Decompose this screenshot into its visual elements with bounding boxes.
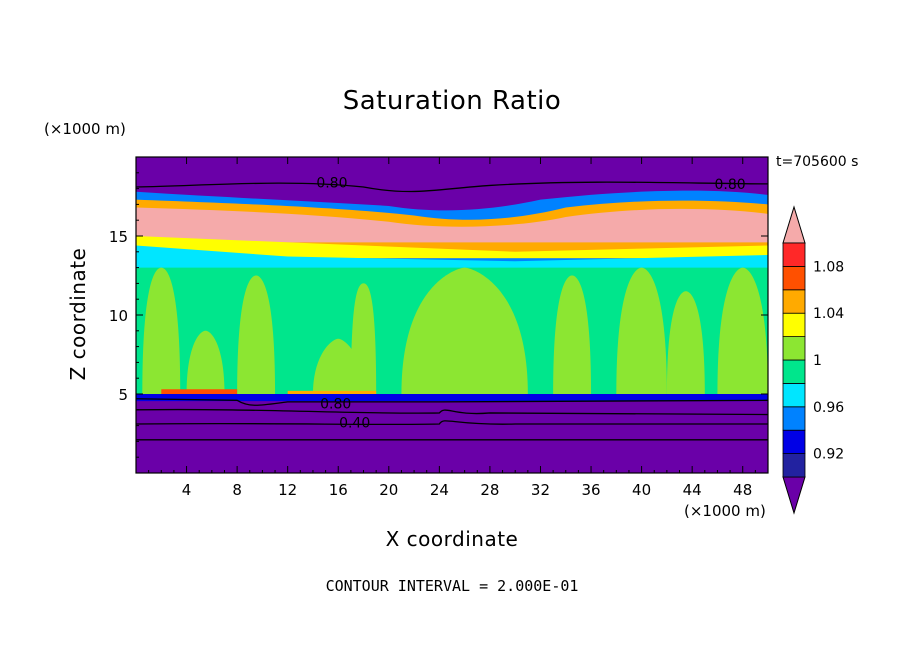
colorbar-swatch xyxy=(782,289,806,314)
contour-field xyxy=(136,157,768,473)
y-tick-label: 15 xyxy=(109,228,128,246)
band-plume xyxy=(312,338,364,394)
colorbar-tick-label: 0.92 xyxy=(813,447,844,463)
band-upper-layer-supersaturated xyxy=(136,207,768,243)
x-axis-label: X coordinate xyxy=(385,527,519,551)
band-lower-edge-red xyxy=(161,389,238,394)
contour-line-040 xyxy=(136,420,768,426)
y-axis-ticks: 5 10 15 xyxy=(109,172,768,458)
plot-frame xyxy=(135,156,769,474)
contour-line-080-upper xyxy=(136,181,768,193)
contour-label: 0.80 xyxy=(316,175,347,191)
x-tick-label: 36 xyxy=(581,481,600,499)
band-plume xyxy=(186,330,225,394)
x-tick-label: 16 xyxy=(329,481,348,499)
band-plume xyxy=(350,283,377,394)
y-tick-label: 5 xyxy=(118,386,128,404)
colorbar-tick-label: 1 xyxy=(813,353,822,369)
colorbar-swatch xyxy=(782,406,806,431)
colorbar-under-triangle xyxy=(782,476,806,515)
band-lower-edge xyxy=(136,394,768,402)
colorbar-swatch xyxy=(782,312,806,338)
colorbar-swatch xyxy=(782,382,806,408)
contour-labels: 0.80 0.80 0.80 0.40 xyxy=(316,175,745,431)
colorbar-swatch xyxy=(782,265,806,291)
colorbar-swatch xyxy=(782,429,806,455)
colorbar-swatch xyxy=(782,336,806,361)
colorbar-swatch xyxy=(782,453,806,478)
band-upper-layer-orange xyxy=(136,199,768,259)
colorbar-swatch xyxy=(782,359,806,384)
contour-line-060 xyxy=(136,408,768,416)
colorbar-tick-label: 1.08 xyxy=(813,259,844,275)
contour-lines xyxy=(136,181,768,441)
band-upper-layer-edge xyxy=(136,190,768,265)
contour-line-080-lower xyxy=(136,398,768,406)
x-tick-label: 28 xyxy=(480,481,499,499)
contour-label: 0.80 xyxy=(320,396,351,412)
colorbar-tick-label: 0.96 xyxy=(813,400,844,416)
band-plume xyxy=(401,267,528,394)
band-saturated-layer xyxy=(136,259,768,398)
y-axis-unit-label: (×1000 m) xyxy=(44,120,126,138)
colorbar-over-triangle xyxy=(782,205,806,244)
x-axis-ticks: 4 8 12 16 20 24 28 32 36 40 44 48 xyxy=(148,157,756,499)
x-tick-label: 48 xyxy=(733,481,752,499)
y-axis-label: Z coordinate xyxy=(66,247,90,381)
x-tick-label: 8 xyxy=(232,481,242,499)
contour-label: 0.80 xyxy=(714,177,745,193)
y-tick-label: 10 xyxy=(109,307,128,325)
band-plume xyxy=(616,267,667,394)
band-plume xyxy=(553,275,592,394)
x-tick-label: 32 xyxy=(531,481,550,499)
x-axis-unit-label: (×1000 m) xyxy=(684,502,766,520)
band-plume xyxy=(666,291,705,394)
colorbar-tick-label: 1.04 xyxy=(813,306,844,322)
band-plume xyxy=(142,267,181,394)
band-upper-layer-cyan xyxy=(136,245,768,268)
x-tick-label: 40 xyxy=(632,481,651,499)
band-lower-edge-orange xyxy=(287,390,377,394)
band-subsaturated xyxy=(136,157,768,473)
band-plume xyxy=(717,267,768,394)
x-tick-label: 12 xyxy=(278,481,297,499)
colorbar-swatch xyxy=(782,242,806,267)
x-tick-label: 20 xyxy=(379,481,398,499)
band-upper-layer-yellow xyxy=(136,236,768,259)
x-tick-label: 44 xyxy=(683,481,702,499)
contour-label: 0.40 xyxy=(339,415,370,431)
band-plume xyxy=(237,275,276,394)
chart-title: Saturation Ratio xyxy=(342,86,562,116)
time-label: t=705600 s xyxy=(776,154,859,170)
colorbar: 0.92 0.96 1 1.04 1.08 xyxy=(782,205,844,515)
contour-interval-label: CONTOUR INTERVAL = 2.000E-01 xyxy=(325,577,579,595)
x-tick-label: 24 xyxy=(430,481,449,499)
x-tick-label: 4 xyxy=(182,481,192,499)
